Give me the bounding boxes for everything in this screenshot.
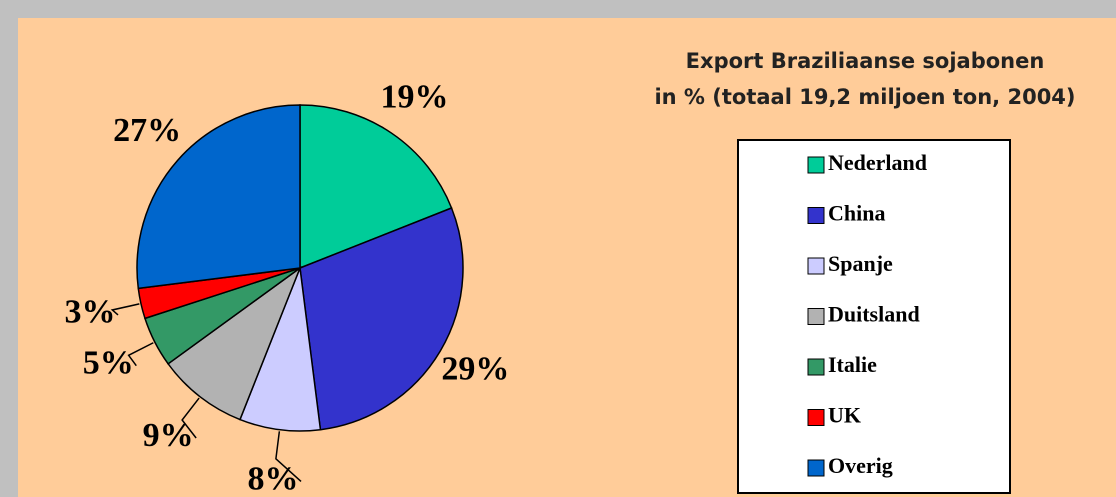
data-label: 19% [381, 78, 449, 115]
leader-line [127, 342, 154, 367]
legend-label: Overig [828, 453, 893, 478]
legend-swatch [807, 156, 825, 174]
legend-label: Spanje [828, 251, 893, 276]
pie-slice [167, 265, 302, 421]
leader-line [181, 397, 200, 439]
legend-swatch [807, 459, 825, 477]
pie-slice [299, 207, 464, 431]
pie-slice [299, 104, 453, 270]
legend-label: Duitsland [828, 302, 920, 327]
data-label: 29% [441, 351, 509, 388]
legend-label: UK [828, 403, 861, 428]
data-label: 27% [113, 112, 181, 149]
pie-slice [136, 104, 301, 290]
legend-swatch [807, 358, 825, 376]
data-label: 3% [65, 294, 116, 331]
legend-swatch [807, 207, 825, 224]
legend-label: Nederland [828, 150, 927, 175]
legend [737, 139, 1011, 494]
legend-swatch [807, 409, 825, 426]
chart-title: Export Braziliaanse sojabonen [686, 49, 1045, 73]
legend-label: China [828, 201, 885, 226]
legend-swatch [807, 257, 825, 275]
data-label: 8% [248, 460, 299, 497]
legend-swatch [807, 308, 825, 325]
leader-line [110, 303, 140, 316]
data-label: 5% [83, 344, 134, 381]
legend-label: Italie [828, 352, 877, 377]
chart-title: in % (totaal 19,2 miljoen ton, 2004) [654, 85, 1075, 109]
leader-line [275, 431, 302, 483]
data-label: 9% [143, 417, 194, 454]
